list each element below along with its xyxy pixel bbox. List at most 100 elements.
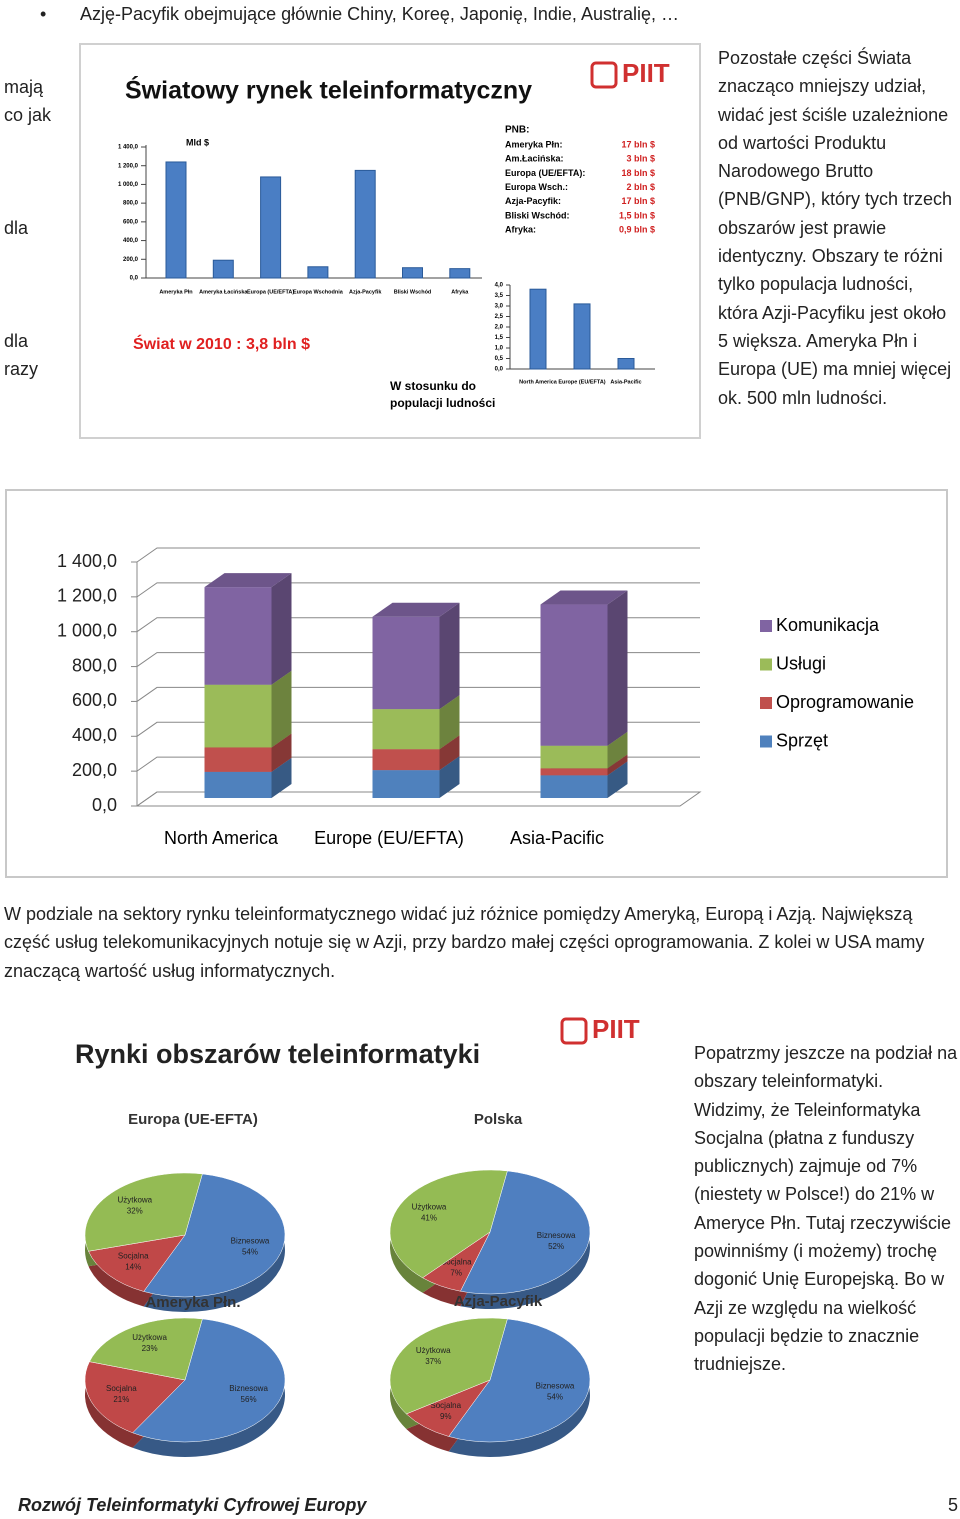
y-tick-label: 200,0 <box>123 257 139 263</box>
bar-side <box>271 670 292 748</box>
y-tick-label: 0,5 <box>495 356 504 362</box>
slice-label: Socjalna <box>118 1251 149 1260</box>
x-tick-label: Europa Wschodnia <box>293 289 344 295</box>
bar <box>204 573 292 685</box>
footer-title: Rozwój Teleinformatyki Cyfrowej Europy <box>18 1495 367 1515</box>
x-tick-label: Azja-Pacyfik <box>349 289 382 295</box>
slice-label: Biznesowa <box>536 1382 575 1391</box>
pie-slice <box>389 1317 508 1415</box>
bar-side <box>271 733 292 772</box>
x-tick-label: Bliski Wschód <box>394 289 432 295</box>
y-tick-label: 800,0 <box>72 655 117 675</box>
bar-side <box>607 754 628 776</box>
x-tick-label: Europa (UE/EFTA) <box>247 289 294 295</box>
margin-text: dla <box>4 218 29 238</box>
pie-slice <box>84 1172 203 1252</box>
pie-slice <box>89 1317 203 1381</box>
x-tick-label: Ameryka Płn <box>159 289 193 295</box>
bar-top <box>372 602 460 617</box>
bar-front <box>540 768 608 776</box>
pnb-label: Bliski Wschód: <box>505 210 570 220</box>
bar-front <box>372 749 440 771</box>
y-tick-label: 600,0 <box>123 219 139 225</box>
grid-line <box>136 756 700 772</box>
y-tick-label: 0,0 <box>130 276 139 282</box>
y-tick-label: 0,0 <box>92 795 117 815</box>
value-label: 23% <box>142 1344 158 1353</box>
pnb-label: Europa (UE/EFTA): <box>505 168 585 178</box>
slice-label: Biznesowa <box>537 1231 576 1240</box>
value-label: 41% <box>421 1213 437 1222</box>
grid-line <box>136 686 700 702</box>
value-label: 7% <box>450 1269 462 1278</box>
grid-line <box>136 617 700 633</box>
pie-title: Ameryka Płn. <box>145 1294 240 1311</box>
x-tick-label: Asia-Pacific <box>610 379 641 385</box>
pie-title: Europa (UE-EFTA) <box>128 1111 258 1128</box>
margin-text: co jak <box>4 105 52 125</box>
y-tick-label: 400,0 <box>123 238 139 244</box>
bar-side <box>607 731 628 769</box>
bar-side <box>607 761 628 798</box>
legend-swatch <box>760 620 772 632</box>
value-label: 14% <box>125 1262 141 1271</box>
bar <box>449 268 471 279</box>
value-label: 54% <box>547 1393 563 1402</box>
pnb-label: Afryka: <box>505 225 536 235</box>
value-label: 9% <box>440 1412 452 1421</box>
pnb-label: Ameryka Płn: <box>505 139 563 149</box>
figure-title: Światowy rynek teleinformatyczny <box>125 75 532 105</box>
grid-line <box>136 547 700 563</box>
margin-text: razy <box>4 359 39 379</box>
y-tick-label: 2,5 <box>495 314 504 320</box>
x-tick-label: North America <box>519 379 558 385</box>
pnb-label: Azja-Pacyfik: <box>505 196 561 206</box>
bar-front <box>372 770 440 798</box>
grid-line <box>136 721 700 737</box>
pie-title: Polska <box>474 1111 523 1128</box>
bar-front <box>204 771 272 798</box>
slice-label: Socjalna <box>430 1401 461 1410</box>
bar-front <box>204 684 272 748</box>
bar-top <box>204 573 292 588</box>
pnb-value: 2 bln $ <box>626 182 655 192</box>
y-tick-label: 1,5 <box>495 335 504 341</box>
x-tick-label: Afryka <box>451 289 469 295</box>
y-tick-label: 2,0 <box>495 325 504 331</box>
value-label: 56% <box>241 1395 257 1404</box>
pnb-value: 17 bln $ <box>621 139 655 149</box>
paragraph: W podziale na sektory rynku teleinformat… <box>4 904 925 981</box>
slice-label: Biznesowa <box>229 1384 268 1393</box>
legend-label: Oprogramowanie <box>776 692 914 712</box>
bar-side <box>271 573 292 685</box>
bar <box>307 266 329 279</box>
bar <box>260 176 282 279</box>
y-tick-label: 1 400,0 <box>57 551 117 571</box>
x-tick-label: Europe (EU/EFTA) <box>314 828 464 848</box>
figure-title: Rynki obszarów teleinformatyki <box>75 1039 480 1069</box>
pnb-label: Europa Wsch.: <box>505 182 568 192</box>
bar-side <box>271 757 292 798</box>
y-tick-label: 800,0 <box>123 201 139 207</box>
slice-label: Użytkowa <box>416 1346 451 1355</box>
logo-mark <box>590 61 618 89</box>
slice-label: Użytkowa <box>117 1196 152 1205</box>
bar-front <box>372 616 440 710</box>
pnb-value: 0,9 bln $ <box>619 225 655 235</box>
slice-label: Użytkowa <box>412 1202 447 1211</box>
pnb-value: 17 bln $ <box>621 196 655 206</box>
y-tick-label: 1,0 <box>495 346 504 352</box>
world-total: Świat w 2010 : 3,8 bln $ <box>133 334 310 353</box>
margin-text: dla <box>4 331 29 351</box>
value-label: 32% <box>127 1207 143 1216</box>
pie-slice <box>448 1318 591 1443</box>
logo-mark <box>560 1017 588 1045</box>
bar-top <box>540 590 628 605</box>
x-tick-label: North America <box>164 828 279 848</box>
legend-label: Usługi <box>776 653 826 673</box>
slice-label: Socjalna <box>106 1384 137 1393</box>
bar <box>529 288 547 370</box>
grid-line <box>136 652 700 667</box>
logo-text: PIIT <box>622 58 670 88</box>
